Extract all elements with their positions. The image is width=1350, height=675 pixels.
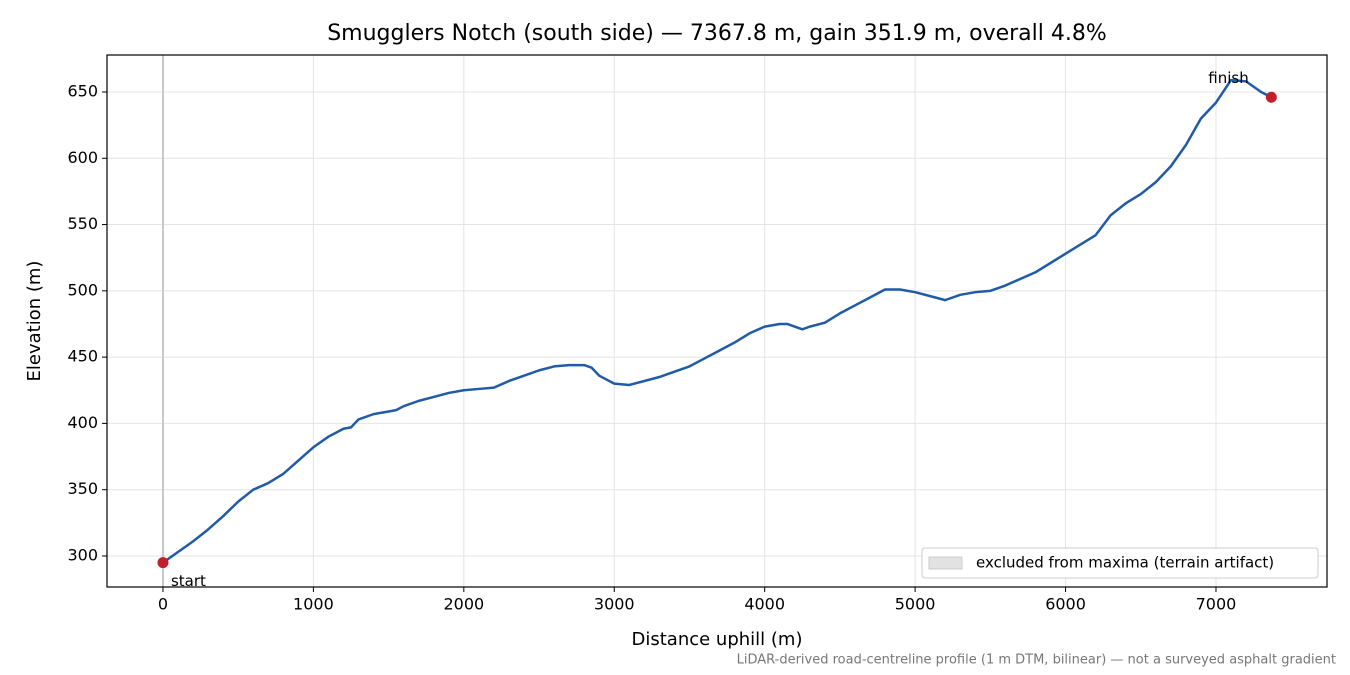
y-tick-label: 500 xyxy=(67,280,98,299)
plot-frame xyxy=(106,54,1328,588)
y-tick-label: 600 xyxy=(67,148,98,167)
y-tick-label: 550 xyxy=(67,214,98,233)
y-tick-label: 350 xyxy=(67,479,98,498)
endpoint-marker xyxy=(1265,91,1277,103)
x-tick-label: 0 xyxy=(158,595,168,614)
footnote: LiDAR-derived road-centreline profile (1… xyxy=(737,653,1336,668)
endpoint-label: finish xyxy=(1208,69,1248,87)
legend-box xyxy=(921,547,1319,579)
legend-swatch xyxy=(928,556,963,570)
y-tick-label: 300 xyxy=(67,545,98,564)
x-tick-label: 2000 xyxy=(443,595,484,614)
x-tick-label: 4000 xyxy=(744,595,785,614)
x-tick-label: 7000 xyxy=(1196,595,1237,614)
endpoint-label: start xyxy=(171,572,206,590)
x-tick-label: 3000 xyxy=(594,595,635,614)
y-tick-label: 450 xyxy=(67,347,98,366)
elevation-line xyxy=(162,78,1272,564)
y-tick-label: 650 xyxy=(67,81,98,100)
x-tick-label: 6000 xyxy=(1045,595,1086,614)
endpoint-marker xyxy=(157,557,169,569)
y-axis-label: Elevation (m) xyxy=(24,261,45,382)
x-tick-label: 5000 xyxy=(895,595,936,614)
x-axis-label: Distance uphill (m) xyxy=(632,629,803,650)
chart-title: Smugglers Notch (south side) — 7367.8 m,… xyxy=(327,21,1107,46)
x-tick-label: 1000 xyxy=(293,595,334,614)
legend-label: excluded from maxima (terrain artifact) xyxy=(976,554,1274,572)
y-tick-label: 400 xyxy=(67,413,98,432)
